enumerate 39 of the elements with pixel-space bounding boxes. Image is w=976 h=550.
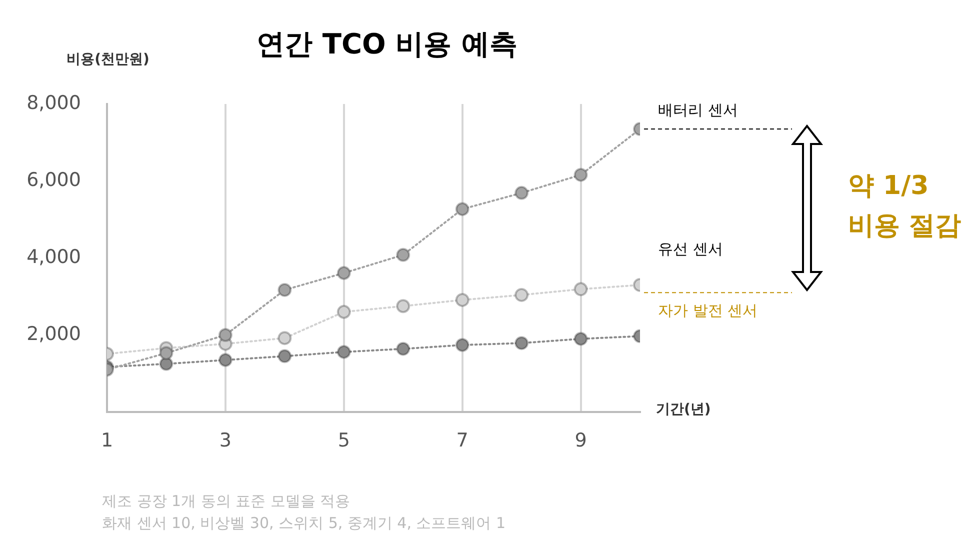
- point: [218, 353, 232, 368]
- point: [336, 266, 351, 280]
- chart-title: 연간 TCO 비용 예측: [256, 27, 518, 60]
- x-tick-label: 3: [219, 429, 232, 452]
- ref-line-label: 배터리 센서: [658, 100, 738, 119]
- point: [396, 248, 410, 262]
- point: [278, 349, 292, 364]
- y-tick-label: 8,000: [26, 92, 81, 114]
- point: [574, 282, 588, 296]
- point: [574, 168, 588, 182]
- x-axis-title: 기간(년): [656, 402, 711, 418]
- point: [574, 332, 588, 346]
- point: [514, 288, 529, 302]
- x-tick-label: 1: [100, 429, 114, 452]
- x-tick-label: 9: [574, 429, 587, 452]
- x-tick-label: 7: [456, 429, 468, 452]
- x-tick-label: 5: [338, 429, 350, 452]
- point: [396, 299, 410, 314]
- point: [336, 344, 351, 359]
- text: 약 1/3 비용 절감: [848, 170, 962, 241]
- text: 유선 센서: [658, 240, 723, 258]
- point: [396, 342, 410, 356]
- point: [218, 328, 232, 342]
- point: [278, 331, 292, 346]
- point: [455, 202, 470, 216]
- point: [336, 304, 351, 319]
- y-tick-label: 6,000: [26, 168, 81, 191]
- point: [455, 338, 470, 352]
- ref-line-label: 자가 발전 센서: [658, 302, 758, 320]
- y-tick-label: 4,000: [26, 246, 81, 268]
- text: 화재 센서 10, 비상벨 30, 스위치 5, 중계기 4, 소프트웨어 1: [102, 514, 506, 532]
- point: [514, 336, 529, 350]
- point: [278, 282, 292, 297]
- point: [514, 186, 529, 200]
- y-tick-label: 2,000: [26, 322, 81, 345]
- point: [159, 346, 174, 360]
- point: [455, 292, 470, 307]
- text: 제조 공장 1개 동의 표준 모델을 적용: [102, 492, 350, 510]
- y-axis-title: 비용(천만원): [66, 52, 150, 68]
